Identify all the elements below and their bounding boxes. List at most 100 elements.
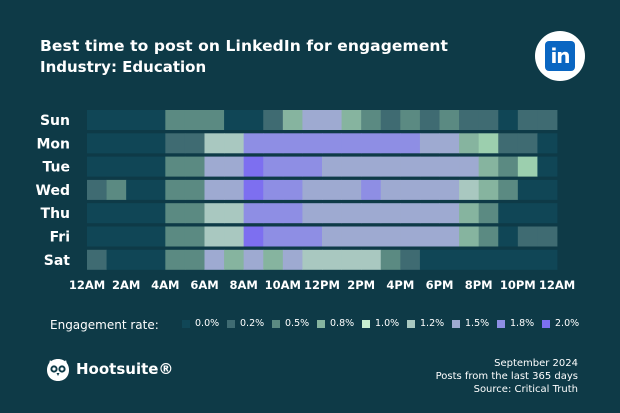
heatmap-cell xyxy=(322,179,342,200)
heatmap-cell xyxy=(106,249,127,270)
legend-swatch xyxy=(452,320,460,328)
heatmap-cell xyxy=(498,133,519,154)
heatmap-cell xyxy=(439,179,460,200)
heatmap-cell xyxy=(263,156,284,177)
heatmap-cell xyxy=(106,226,127,247)
heatmap-cell xyxy=(478,156,499,177)
heatmap-cell xyxy=(478,203,499,224)
heatmap-cell xyxy=(263,110,284,130)
heatmap-cell xyxy=(165,226,186,247)
heatmap-cell xyxy=(184,226,205,247)
heatmap-cell xyxy=(106,133,127,154)
heatmap-cell xyxy=(498,226,519,247)
heatmap-cell xyxy=(302,156,323,177)
heatmap-cell xyxy=(224,110,245,130)
heatmap-cell xyxy=(302,226,323,247)
heatmap-cell xyxy=(419,226,440,247)
day-label: Mon xyxy=(36,136,70,152)
heatmap-cell xyxy=(537,203,558,224)
heatmap-cell xyxy=(439,203,460,224)
heatmap-cell xyxy=(263,249,284,270)
day-label: Fri xyxy=(50,230,70,246)
heatmap-cell xyxy=(224,249,245,270)
x-tick-label: 2AM xyxy=(112,278,140,292)
heatmap-cell xyxy=(419,133,440,154)
heatmap-cell xyxy=(126,156,147,177)
heatmap-cell xyxy=(282,110,303,130)
heatmap-cell xyxy=(165,203,186,224)
heatmap-cell xyxy=(282,203,303,224)
heatmap-cell xyxy=(243,203,264,224)
heatmap-cell xyxy=(224,203,245,224)
heatmap-cell xyxy=(224,226,245,247)
heatmap-cell xyxy=(87,179,107,200)
heatmap-cell xyxy=(322,249,342,270)
heatmap-cell xyxy=(400,156,421,177)
heatmap-cell xyxy=(106,156,127,177)
heatmap-cell xyxy=(204,179,225,200)
heatmap-cell xyxy=(517,179,538,200)
heatmap-cell xyxy=(126,203,147,224)
heatmap-cell xyxy=(361,133,382,154)
heatmap-cell xyxy=(126,133,147,154)
owl-icon xyxy=(47,359,69,381)
heatmap-cell xyxy=(87,226,107,247)
heatmap-cell xyxy=(145,203,166,224)
chart-title: Best time to post on LinkedIn for engage… xyxy=(40,37,449,55)
heatmap-cell xyxy=(439,226,460,247)
heatmap-cell xyxy=(478,249,499,270)
heatmap-cell xyxy=(478,133,499,154)
heatmap-cell xyxy=(400,249,421,270)
heatmap-cell xyxy=(263,226,284,247)
heatmap-cell xyxy=(87,203,107,224)
heatmap-cell xyxy=(243,133,264,154)
legend-value: 1.5% xyxy=(465,318,490,329)
heatmap-cell xyxy=(439,133,460,154)
heatmap-cell xyxy=(243,179,264,200)
heatmap-cell xyxy=(204,110,225,130)
heatmap-cell xyxy=(224,156,245,177)
heatmap-cell xyxy=(341,179,362,200)
legend-swatch xyxy=(542,320,550,328)
heatmap-cell xyxy=(126,226,147,247)
legend-value: 1.8% xyxy=(510,318,535,329)
heatmap-cell xyxy=(400,179,421,200)
heatmap-cell xyxy=(282,179,303,200)
heatmap-cell xyxy=(537,226,558,247)
heatmap-cell xyxy=(537,156,558,177)
day-label: Wed xyxy=(36,183,70,199)
legend-value: 0.0% xyxy=(195,318,220,329)
heatmap-cell xyxy=(165,110,186,130)
heatmap-cell xyxy=(322,156,342,177)
heatmap-cell xyxy=(380,203,401,224)
heatmap-cell xyxy=(498,156,519,177)
heatmap-cell xyxy=(322,226,342,247)
legend-swatch xyxy=(497,320,505,328)
heatmap-cell xyxy=(204,203,225,224)
heatmap-cell xyxy=(243,226,264,247)
heatmap-cell xyxy=(459,226,480,247)
day-label: Tue xyxy=(43,160,70,176)
heatmap-cell xyxy=(302,203,323,224)
heatmap-cell xyxy=(224,133,245,154)
x-tick-label: 12PM xyxy=(304,278,340,292)
legend-swatch xyxy=(272,320,280,328)
heatmap-cell xyxy=(537,133,558,154)
legend-swatch xyxy=(317,320,325,328)
heatmap-cell xyxy=(400,203,421,224)
heatmap-cell xyxy=(517,110,538,130)
heatmap-cell xyxy=(439,249,460,270)
legend-value: 0.8% xyxy=(330,318,355,329)
heatmap-cell xyxy=(459,203,480,224)
heatmap-cell xyxy=(282,226,303,247)
heatmap-cell xyxy=(282,156,303,177)
heatmap-cell xyxy=(419,110,440,130)
legend-value: 0.2% xyxy=(240,318,265,329)
heatmap-cell xyxy=(517,249,538,270)
footer-period: Posts from the last 365 days xyxy=(435,371,578,382)
heatmap-cell xyxy=(341,156,362,177)
heatmap-cell xyxy=(537,110,558,130)
heatmap-cell xyxy=(341,133,362,154)
heatmap-cell xyxy=(380,226,401,247)
legend-value: 2.0% xyxy=(555,318,580,329)
